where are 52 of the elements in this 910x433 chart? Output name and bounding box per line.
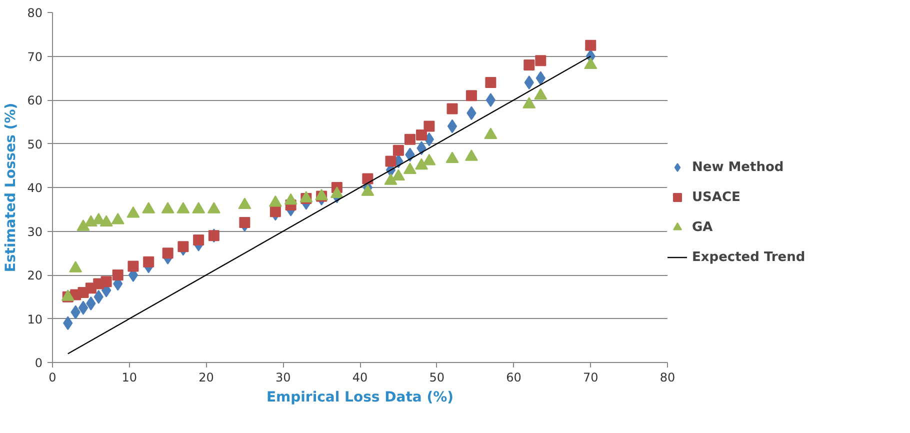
legend-label: New Method	[692, 160, 784, 174]
point	[424, 120, 435, 132]
y-tick-label: 70	[27, 50, 43, 64]
y-tick-label: 40	[27, 181, 43, 195]
point	[466, 90, 477, 102]
point	[447, 119, 458, 134]
legend-label: GA	[692, 220, 713, 234]
y-tick-label: 0	[34, 356, 43, 370]
point	[392, 144, 404, 156]
legend-label: Expected Trend	[692, 250, 806, 264]
point	[112, 270, 124, 280]
point	[330, 186, 344, 198]
y-tick-label: 30	[27, 224, 43, 239]
point	[270, 206, 281, 218]
point	[585, 40, 596, 51]
x-tick-label: 50	[429, 370, 445, 384]
y-tick-label: 60	[27, 94, 43, 108]
x-tick-label: 60	[506, 370, 522, 384]
point	[162, 248, 174, 259]
x-tick-label: 20	[198, 370, 214, 384]
point	[143, 256, 154, 268]
point	[178, 241, 189, 252]
point	[446, 103, 458, 114]
point	[385, 156, 396, 167]
point	[524, 60, 535, 70]
legend-label: USACE	[692, 190, 740, 204]
x-tick-label: 40	[352, 370, 368, 384]
point	[486, 93, 496, 107]
point	[392, 169, 405, 181]
point	[404, 134, 416, 145]
point	[362, 173, 374, 184]
x-tick-label: 70	[582, 370, 598, 384]
point	[535, 55, 546, 66]
y-tick-label: 50	[27, 137, 43, 152]
x-axis-title: Empirical Loss Data (%)	[266, 390, 454, 406]
point	[446, 152, 459, 164]
x-tick-label: 80	[660, 370, 676, 384]
point	[128, 260, 139, 272]
point	[416, 130, 427, 140]
point	[193, 234, 204, 246]
point	[239, 217, 250, 228]
y-axis-title: Estimated Losses (%)	[3, 102, 20, 272]
point	[485, 77, 496, 88]
y-tick-label: 10	[27, 312, 43, 326]
y-tick-label: 20	[27, 268, 43, 282]
point	[100, 276, 112, 288]
point	[524, 76, 534, 90]
y-tick-label: 80	[27, 6, 43, 20]
x-tick-label: 10	[122, 370, 138, 384]
x-tick-label: 0	[48, 370, 56, 384]
point	[78, 300, 88, 315]
x-tick-label: 30	[275, 370, 291, 384]
